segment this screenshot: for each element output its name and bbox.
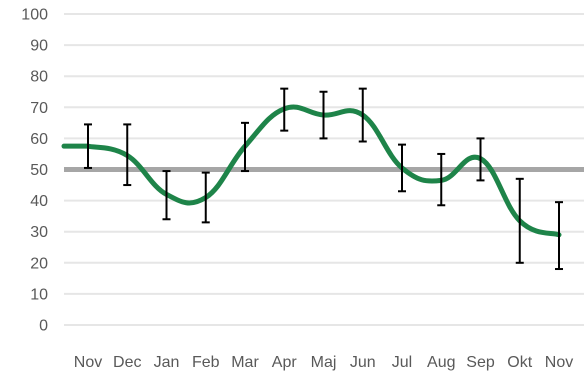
x-tick-label: Okt [507, 354, 532, 371]
y-tick-label: 10 [30, 286, 48, 303]
error-bar [398, 143, 406, 193]
x-tick-label: Nov [74, 354, 102, 371]
error-bar [319, 90, 328, 140]
y-tick-label: 50 [30, 162, 48, 179]
error-bar [241, 121, 249, 173]
x-tick-label: Jun [350, 354, 376, 371]
y-axis-ticks: 0 10 20 30 40 50 60 70 80 90 100 [21, 7, 48, 335]
y-tick-label: 40 [30, 193, 48, 210]
errorbars-group [84, 87, 563, 271]
x-tick-label: Mar [231, 354, 259, 371]
x-tick-label: Dec [113, 354, 141, 371]
error-bar [515, 177, 524, 264]
error-bar [280, 87, 289, 132]
y-tick-label: 70 [30, 100, 48, 117]
error-bar [162, 170, 171, 221]
x-tick-label: Jul [392, 354, 412, 371]
x-axis-ticks: Nov Dec Jan Feb Mar Apr Maj Jun Jul Aug Sep Okt Nov [74, 354, 573, 371]
error-bar [437, 152, 446, 207]
x-tick-label: Maj [311, 354, 337, 371]
x-tick-label: Aug [427, 354, 455, 371]
error-bar [555, 201, 563, 271]
x-tick-label: Apr [272, 354, 298, 371]
x-tick-label: Jan [154, 354, 180, 371]
error-bar [84, 123, 92, 169]
error-bar [123, 123, 132, 187]
y-tick-label: 100 [21, 7, 48, 24]
y-tick-label: 60 [30, 131, 48, 148]
y-tick-label: 30 [30, 224, 48, 241]
error-bar [201, 171, 210, 224]
y-tick-label: 80 [30, 69, 48, 86]
x-tick-label: Feb [192, 354, 220, 371]
x-tick-label: Sep [466, 354, 495, 371]
y-tick-label: 90 [30, 38, 48, 55]
error-bar [476, 137, 485, 182]
x-tick-label: Nov [545, 354, 573, 371]
error-bar [358, 87, 367, 143]
y-tick-label: 0 [39, 318, 48, 335]
y-tick-label: 20 [30, 255, 48, 272]
